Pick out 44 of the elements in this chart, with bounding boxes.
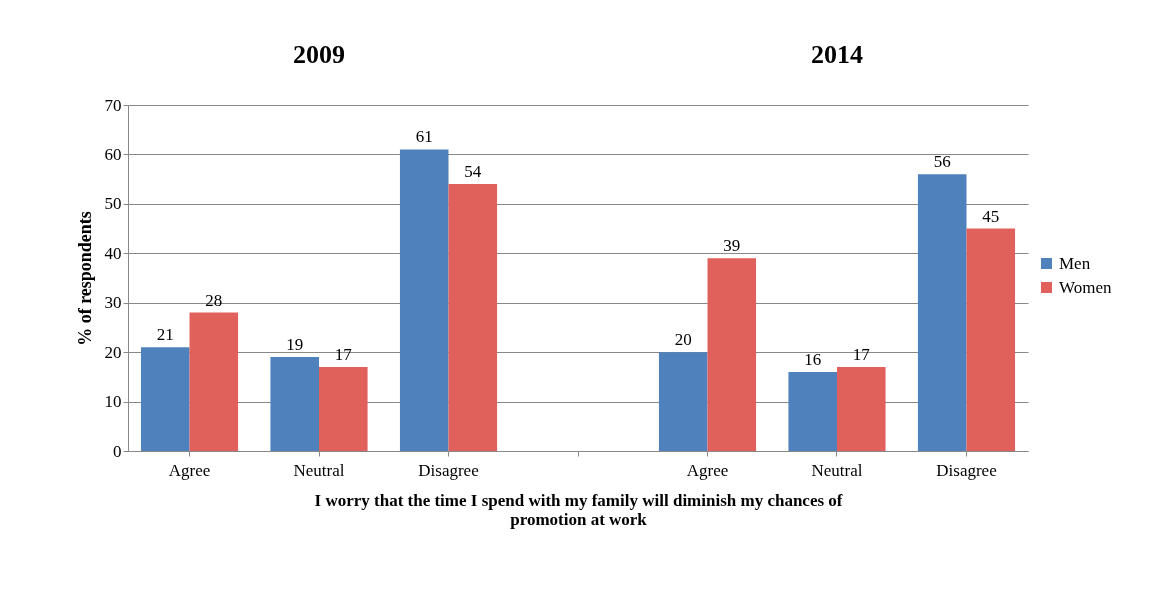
bar [836,366,886,451]
x-tick-label: Agree [168,460,211,480]
y-tick-label: 50 [104,194,122,214]
x-tick-label: Disagree [936,460,997,480]
data-label: 39 [723,236,741,256]
y-tick-label: 40 [104,243,122,263]
x-tick-label: Disagree [418,460,479,480]
data-label: 17 [852,344,871,364]
bar [140,347,190,451]
bar [319,366,368,451]
data-label: 16 [804,349,822,369]
data-label: 45 [982,206,1000,226]
text: 2014 [810,40,863,69]
bar [707,258,757,451]
data-label: 54 [464,162,482,182]
bar [966,228,1016,451]
legend-label: Men [1059,253,1091,273]
y-tick-label: 0 [113,441,122,461]
y-axis-title: % of respondents [74,211,95,346]
bar [658,352,708,451]
x-axis-title: I worry that the time I spend with my family will diminish my chances of promotion at work [314,490,843,529]
bar [448,184,498,451]
y-tick-label: 70 [104,95,122,115]
y-tick-label: 10 [104,392,122,412]
x-tick-label: Agree [686,460,729,480]
y-tick-label: 20 [104,342,122,362]
data-label: 20 [674,330,692,350]
x-tick-label: Neutral [811,460,863,480]
x-tick-label: Neutral [293,460,345,480]
bar [270,357,320,451]
data-label: 19 [286,335,304,355]
data-label: 21 [156,325,174,345]
data-label: 17 [334,344,353,364]
y-tick-label: 30 [104,293,122,313]
bar [917,174,967,451]
y-tick-label: 60 [104,144,122,164]
data-label: 28 [205,290,223,310]
bar [399,149,449,451]
data-label: 61 [415,127,433,147]
text: 2009 [293,40,346,69]
bar [788,371,837,451]
legend-label: Women [1059,277,1112,297]
bar [189,312,239,451]
data-label: 56 [933,152,951,172]
